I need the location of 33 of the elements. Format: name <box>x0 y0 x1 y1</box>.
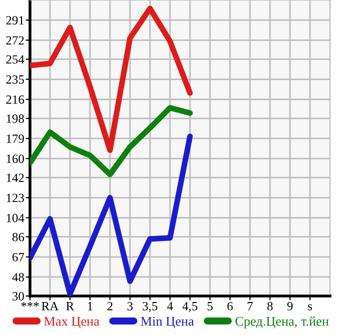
x-tick-label: 8 <box>267 302 273 310</box>
y-tick-label: 179 <box>6 134 24 143</box>
y-tick-label: 216 <box>6 95 24 104</box>
x-tick-label: *** <box>21 302 39 307</box>
x-tick-label: 4,5 <box>182 302 198 312</box>
legend-label: Сред.Цена, т.йен <box>235 316 329 328</box>
x-tick-label: 7 <box>248 302 253 310</box>
y-tick-label: 198 <box>6 114 24 123</box>
x-tick-label: 1 <box>88 302 92 310</box>
legend-label: Min Цена <box>140 316 194 328</box>
x-tick-label: 3,5 <box>142 302 158 312</box>
y-tick-label: 272 <box>6 36 24 45</box>
x-tick-label: R <box>66 302 74 310</box>
y-tick-label: 123 <box>6 194 24 202</box>
x-tick-label: 5 <box>208 302 213 310</box>
x-tick-label: 4 <box>167 302 173 310</box>
x-tick-label: 2 <box>107 302 112 310</box>
y-tick-label: 291 <box>6 16 24 25</box>
x-tick-label: 3 <box>127 302 133 310</box>
legend-label: Max Цена <box>44 316 100 328</box>
y-tick-label: 142 <box>6 174 24 182</box>
x-tick-label: 6 <box>227 302 233 310</box>
y-tick-label: 160 <box>6 154 24 164</box>
y-tick-label: 67 <box>12 252 24 262</box>
y-tick-label: 30 <box>12 292 24 300</box>
y-tick-label: 104 <box>6 214 24 222</box>
y-tick-label: 254 <box>6 55 24 64</box>
x-tick-label: 9 <box>287 302 293 310</box>
y-tick-label: 235 <box>6 75 24 84</box>
y-tick-label: 48 <box>12 272 24 282</box>
x-tick-label: RA <box>42 302 59 310</box>
x-tick-label: s <box>308 304 312 310</box>
y-tick-label: 86 <box>12 232 24 242</box>
